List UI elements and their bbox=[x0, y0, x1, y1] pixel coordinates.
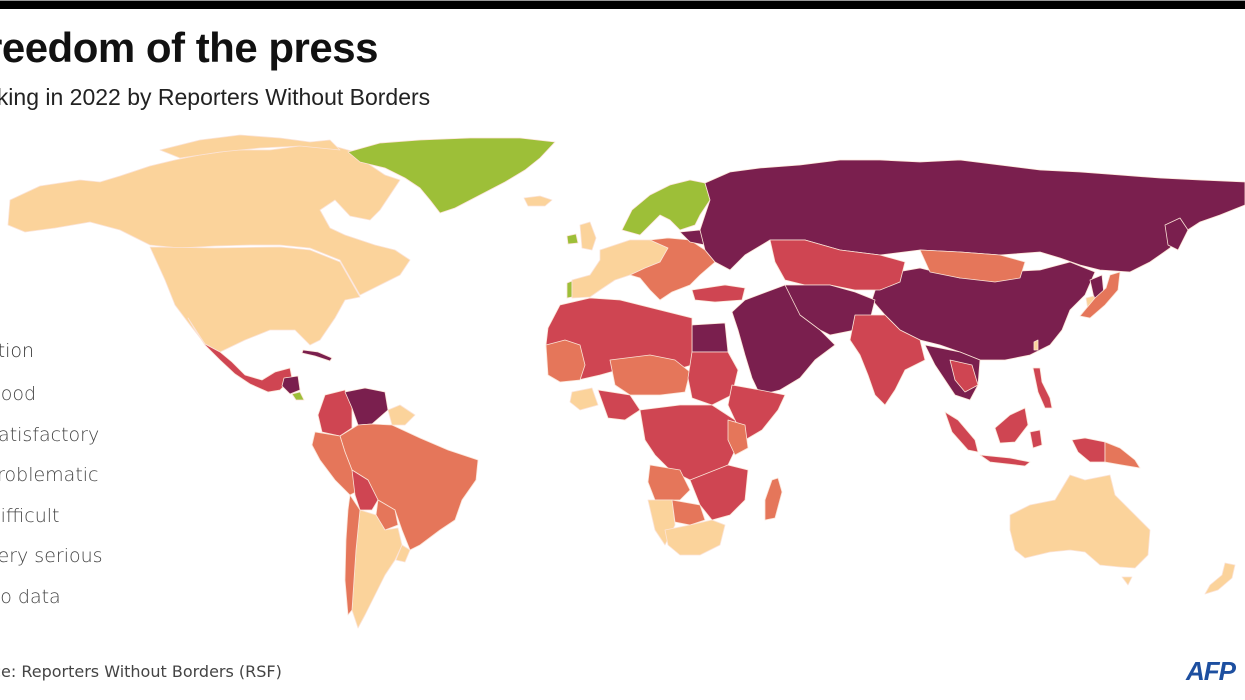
legend-item-satisfactory: Satisfactory bbox=[0, 423, 100, 446]
region-nordics bbox=[621, 179, 711, 236]
region-uruguay bbox=[395, 544, 411, 563]
region-costa-rica bbox=[291, 391, 305, 401]
region-mongolia bbox=[919, 249, 1026, 283]
region-new-zealand bbox=[1204, 562, 1236, 595]
region-canada-arctic bbox=[159, 134, 341, 159]
source-credit: rce: Reporters Without Borders (RSF) bbox=[0, 662, 282, 681]
region-kenya bbox=[727, 419, 749, 456]
region-greenland bbox=[347, 137, 556, 214]
region-south-africa bbox=[664, 519, 726, 556]
top-rule bbox=[0, 0, 1245, 9]
afp-logo: AFP bbox=[1186, 656, 1236, 686]
region-chile bbox=[344, 494, 361, 616]
region-botswana bbox=[671, 499, 706, 526]
legend-title: ation bbox=[0, 340, 35, 362]
region-kamchatka bbox=[1164, 217, 1189, 251]
legend-item-good: Good bbox=[0, 383, 37, 405]
region-philippines bbox=[1032, 367, 1053, 409]
region-venezuela bbox=[344, 387, 389, 426]
region-usa bbox=[149, 246, 361, 353]
region-borneo bbox=[994, 407, 1029, 444]
region-java bbox=[979, 454, 1031, 467]
region-eastern-europe bbox=[629, 237, 716, 301]
region-iceland bbox=[523, 195, 553, 207]
region-thailand bbox=[949, 359, 979, 393]
chart-subtitle: nking in 2022 by Reporters Without Borde… bbox=[0, 84, 431, 110]
region-paraguay bbox=[375, 499, 399, 531]
region-portugal bbox=[566, 280, 573, 299]
region-ivory-ghana bbox=[569, 387, 599, 411]
region-madagascar bbox=[764, 477, 783, 521]
region-sahel bbox=[609, 354, 691, 396]
region-middle-east bbox=[731, 284, 836, 396]
legend-item-very-serious: Very serious bbox=[0, 545, 103, 567]
region-cuba bbox=[301, 349, 333, 362]
region-sulawesi bbox=[1029, 429, 1043, 449]
region-png bbox=[1104, 441, 1141, 469]
region-tasmania bbox=[1121, 576, 1133, 586]
region-australia bbox=[1009, 474, 1151, 569]
region-uk bbox=[579, 221, 597, 251]
region-guianas bbox=[387, 404, 416, 426]
legend-item-difficult: Difficult bbox=[0, 504, 60, 527]
region-russia bbox=[699, 159, 1245, 273]
region-japan bbox=[1079, 271, 1121, 319]
region-sumatra bbox=[944, 411, 979, 453]
legend-item-problematic: Problematic bbox=[0, 464, 99, 486]
region-east-africa-south bbox=[689, 464, 749, 521]
region-kazakhstan bbox=[769, 239, 906, 291]
region-papua bbox=[1071, 437, 1106, 463]
region-nicaragua bbox=[281, 375, 301, 395]
region-egypt bbox=[691, 322, 729, 353]
region-nigeria-region bbox=[597, 389, 641, 421]
region-taiwan bbox=[1033, 339, 1039, 351]
legend-item-no-data: No data bbox=[0, 585, 61, 608]
region-india bbox=[849, 314, 926, 406]
legend: ation Good Satisfactory Problematic Diff… bbox=[0, 340, 103, 623]
region-turkey bbox=[691, 284, 746, 303]
chart-title: reedom of the press bbox=[0, 24, 378, 71]
region-ireland bbox=[566, 233, 579, 245]
region-bolivia bbox=[351, 469, 379, 511]
region-west-africa bbox=[545, 339, 586, 383]
region-argentina bbox=[351, 509, 403, 629]
region-sudan bbox=[687, 351, 739, 406]
region-angola bbox=[647, 464, 691, 501]
